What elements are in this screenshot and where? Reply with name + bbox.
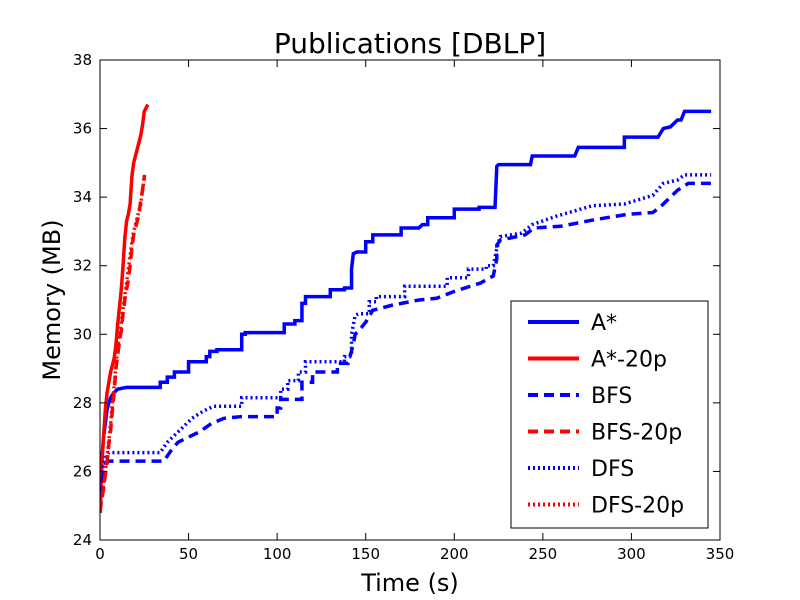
x-tick-label: 350: [706, 545, 735, 563]
y-axis: 24 26 28 30 32 34 36 38: [73, 51, 720, 549]
legend-label: DFS-20p: [591, 494, 684, 519]
legend: A* A*-20p BFS BFS-20p DFS DFS-20p: [510, 300, 709, 529]
y-tick-label: 34: [73, 188, 92, 206]
y-tick-label: 26: [73, 462, 92, 480]
legend-label: A*-20p: [591, 348, 667, 373]
x-tick-label: 100: [263, 545, 292, 563]
x-tick-label: 150: [351, 545, 380, 563]
series-line-6: [100, 174, 147, 513]
plot-frame: [99, 59, 721, 541]
y-tick-label: 38: [73, 51, 92, 69]
x-axis-label: Time (s): [360, 569, 459, 597]
series-layer: [100, 103, 712, 513]
y-tick-label: 28: [73, 394, 92, 412]
y-tick-label: 36: [73, 120, 92, 138]
y-tick-label: 24: [73, 531, 92, 549]
legend-label: BFS-20p: [591, 421, 682, 446]
y-axis-label: Memory (MB): [38, 219, 66, 380]
x-tick-label: 300: [617, 545, 646, 563]
series-line-5: [100, 173, 712, 513]
x-axis: 0 50 100 150 200 250 300 350: [95, 60, 734, 563]
legend-label: DFS: [591, 457, 634, 482]
y-tick-label: 30: [73, 325, 92, 343]
x-tick-label: 0: [95, 545, 105, 563]
y-tick-label: 32: [73, 257, 92, 275]
chart-title: Publications [DBLP]: [274, 27, 546, 60]
legend-box: [510, 300, 709, 529]
legend-label: BFS: [591, 384, 632, 409]
series-line-1: [100, 109, 712, 513]
x-tick-label: 200: [440, 545, 469, 563]
series-line-3: [100, 181, 712, 513]
x-tick-label: 50: [179, 545, 198, 563]
series-line-2: [100, 103, 150, 513]
x-tick-label: 250: [529, 545, 558, 563]
legend-label: A*: [591, 311, 617, 336]
